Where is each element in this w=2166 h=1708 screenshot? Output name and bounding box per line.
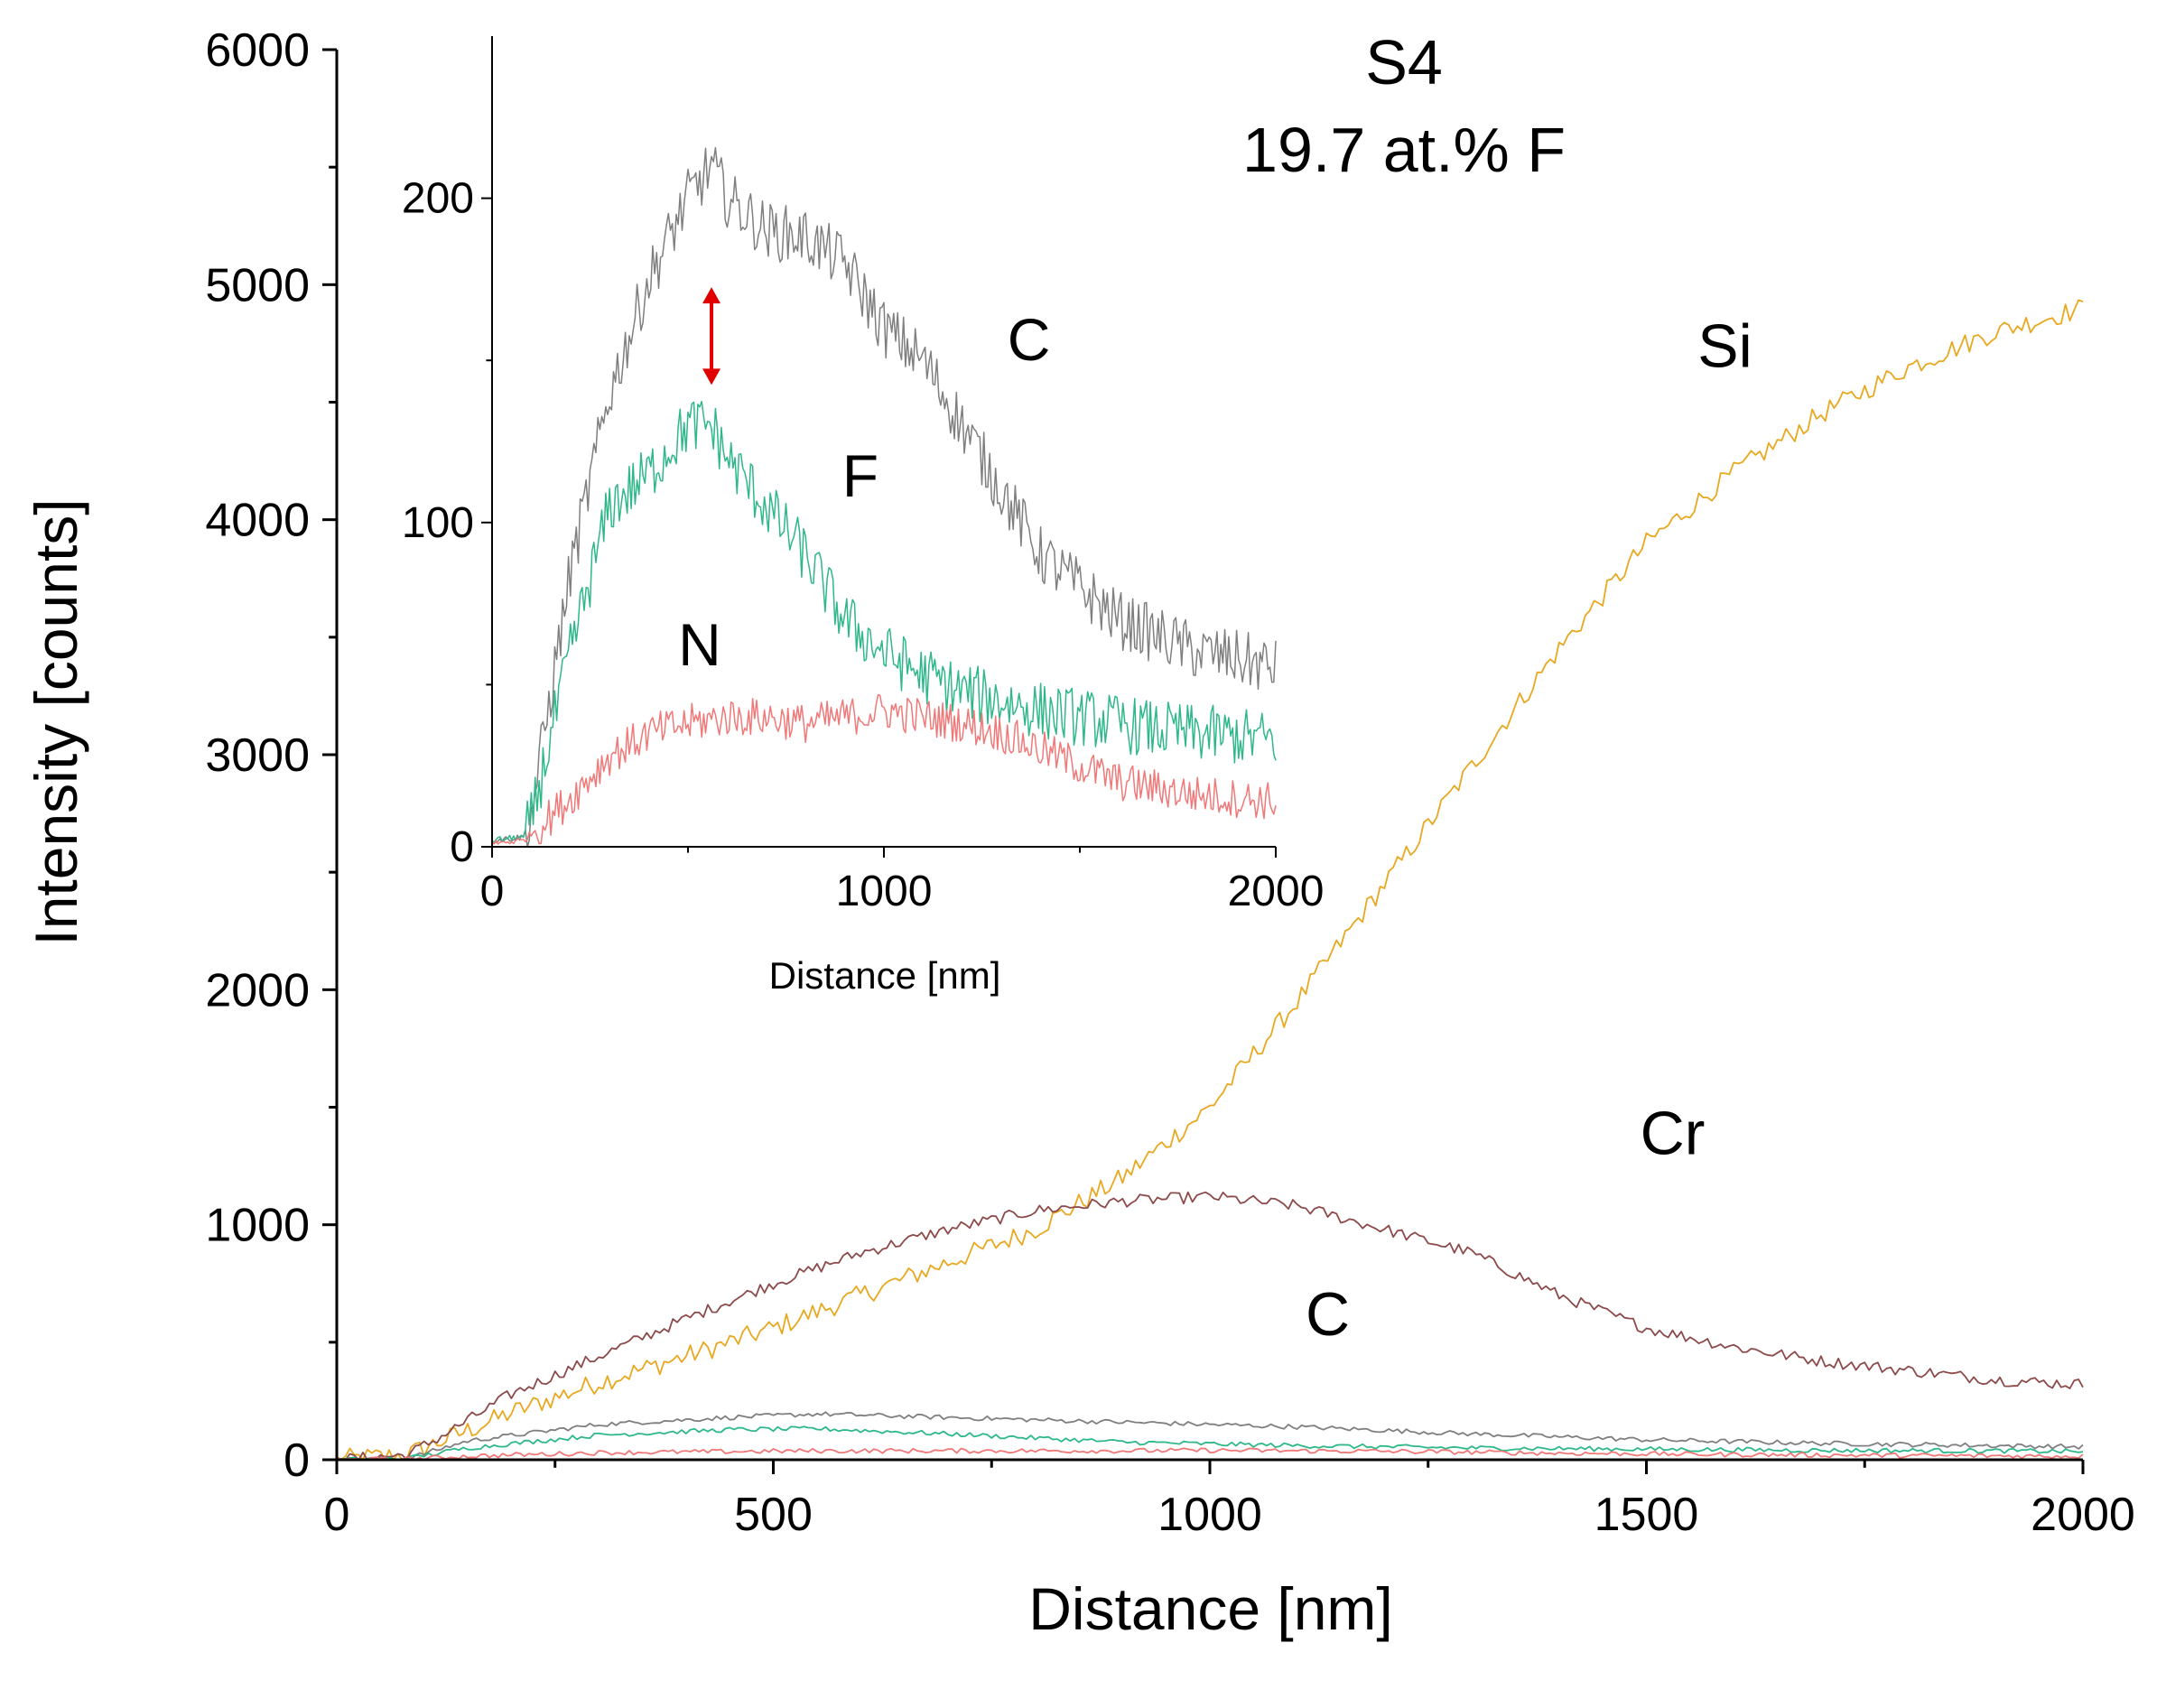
inset-y-tick-label: 0 [450, 823, 474, 871]
main-x-tick-label: 0 [324, 1489, 350, 1541]
main-label-c: C [1306, 1280, 1350, 1349]
inset-series-labels: C F N [678, 306, 1050, 678]
inset-x-tick-label: 2000 [1228, 868, 1325, 915]
inset-x-tick-label: 0 [480, 868, 505, 915]
main-x-tick-label: 500 [734, 1489, 813, 1541]
arrow-head-down [702, 368, 721, 385]
inset-x-tick-label: 1000 [836, 868, 933, 915]
inset-series-f [491, 400, 1277, 844]
main-series-cr [337, 1191, 2084, 1461]
main-series-n [336, 1447, 2084, 1461]
inset-axes: 0 1000 2000 0 100 200 [402, 36, 1324, 915]
main-y-tick-label: 0 [284, 1434, 310, 1487]
main-y-tick-label: 6000 [205, 24, 310, 77]
main-y-axis-title: Intensity [counts] [23, 498, 89, 945]
main-x-tick-label: 2000 [2031, 1489, 2135, 1541]
main-x-tick-label: 1500 [1594, 1489, 1699, 1541]
main-y-tick-label: 5000 [205, 259, 310, 311]
main-series-layer [336, 299, 2084, 1461]
inset-series-n [491, 694, 1277, 845]
main-x-axis-title: Distance [nm] [1028, 1575, 1392, 1642]
main-y-tick-label: 1000 [205, 1200, 310, 1252]
main-label-si: Si [1697, 311, 1752, 380]
inset-y-tick-label: 200 [402, 175, 474, 223]
main-series-f [336, 1425, 2084, 1461]
inset-label-c: C [1008, 306, 1051, 373]
main-series-c [337, 1411, 2084, 1461]
main-plot: 0 500 1000 1500 2000010002000300040005000600… [23, 24, 2135, 1642]
arrow-head-up [702, 287, 721, 304]
main-x-tick-label: 1000 [1157, 1489, 1262, 1541]
inset-series-c [491, 146, 1277, 848]
main-series-si [336, 299, 2084, 1461]
main-y-tick-label: 4000 [205, 495, 310, 547]
main-axes: 0 500 1000 1500 2000010002000300040005000600… [205, 24, 2135, 1541]
inset-plot: 0 1000 2000 0 100 200 C F N Distance [nm] [402, 36, 1324, 997]
main-label-cr: Cr [1641, 1100, 1706, 1168]
main-y-tick-label: 3000 [205, 729, 310, 782]
main-y-tick-label: 2000 [205, 964, 310, 1016]
inset-x-axis-title: Distance [nm] [769, 954, 1001, 997]
inset-label-f: F [842, 442, 878, 509]
inset-label-n: N [678, 611, 721, 678]
inset-y-tick-label: 100 [402, 499, 474, 547]
main-series-labels: Si Cr C [1306, 311, 1752, 1349]
sample-name: S4 [1365, 27, 1443, 97]
inset-series-layer [491, 146, 1277, 848]
composition-label: 19.7 at.% F [1242, 115, 1566, 185]
inset-difference-arrow [702, 287, 721, 385]
